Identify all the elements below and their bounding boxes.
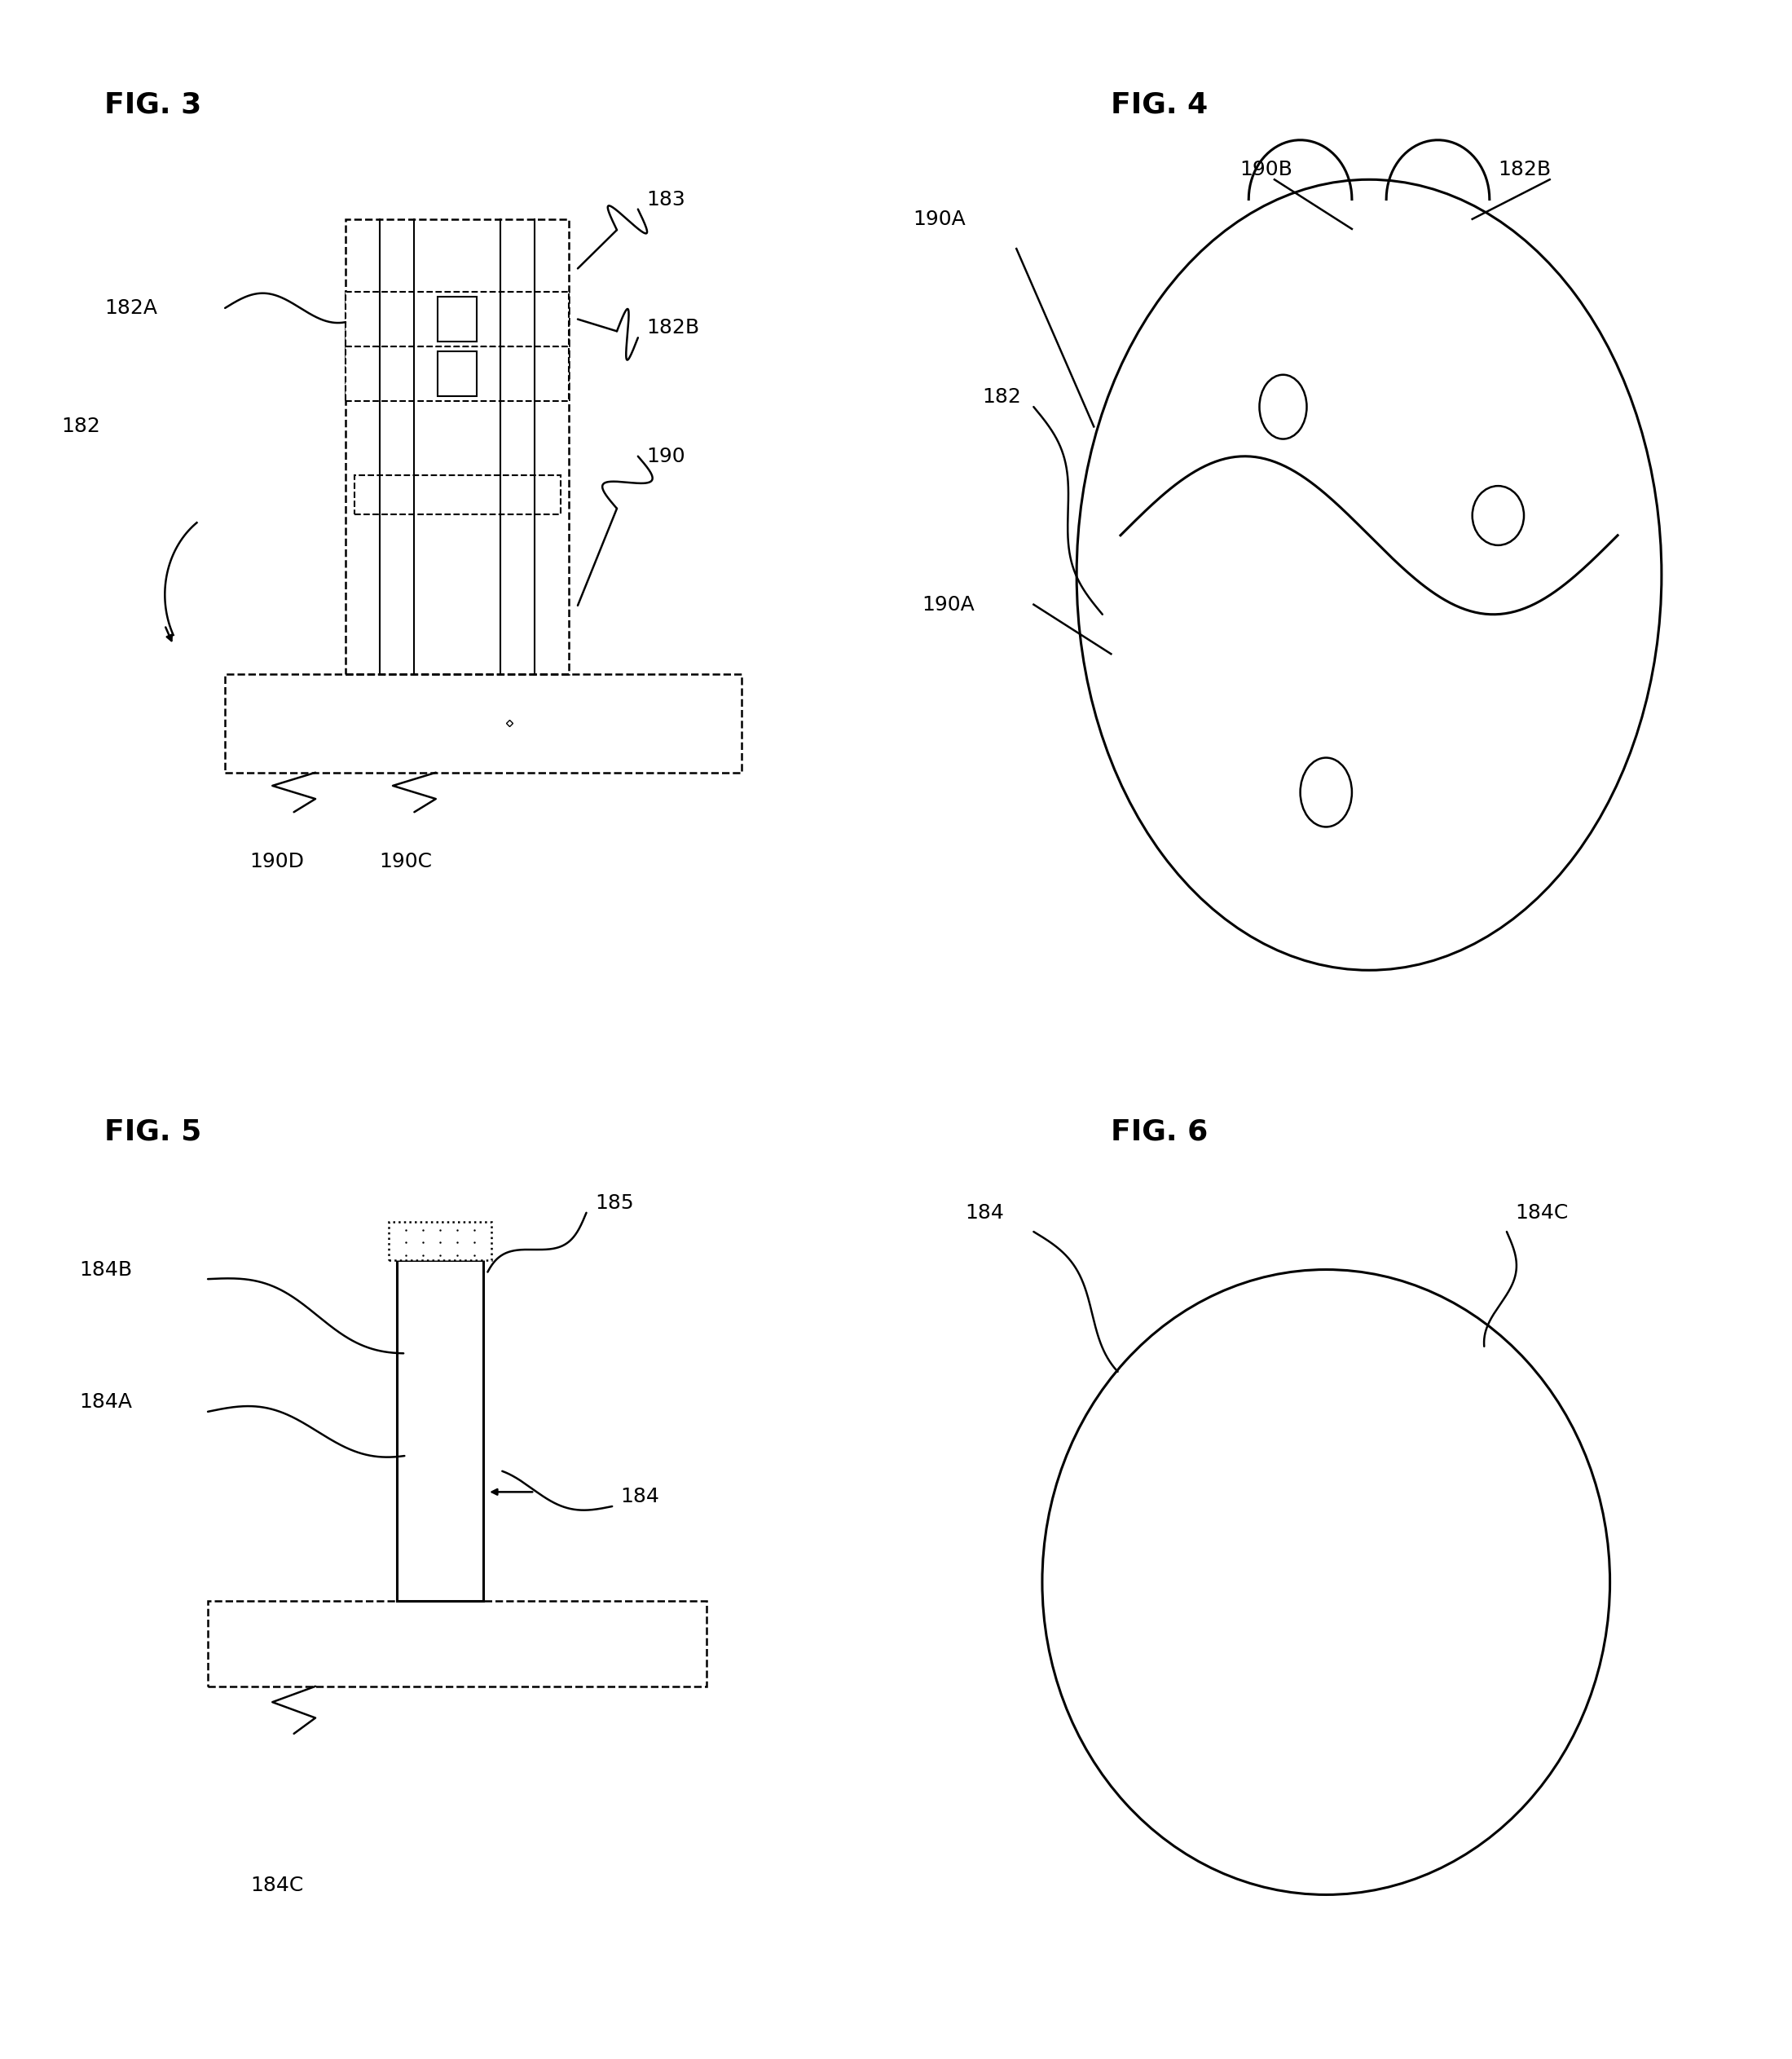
Text: 182B: 182B	[1498, 161, 1552, 179]
Text: 190: 190	[647, 447, 685, 465]
Text: 184A: 184A	[79, 1392, 133, 1412]
Text: 183: 183	[647, 189, 686, 210]
Text: 182: 182	[61, 416, 100, 437]
Text: 182A: 182A	[104, 299, 158, 317]
Text: FIG. 4: FIG. 4	[1111, 91, 1208, 117]
Text: 182B: 182B	[647, 317, 699, 338]
Bar	[346, 292, 570, 346]
Bar	[346, 346, 570, 402]
Text: 182: 182	[982, 387, 1021, 408]
Text: 190A: 190A	[914, 210, 966, 229]
Bar	[226, 673, 742, 772]
Text: 190A: 190A	[921, 595, 975, 614]
Text: FIG. 5: FIG. 5	[104, 1118, 202, 1145]
Text: 184C: 184C	[251, 1876, 303, 1894]
Text: 190C: 190C	[380, 852, 432, 871]
Text: 184B: 184B	[79, 1260, 133, 1279]
Text: 190B: 190B	[1240, 161, 1294, 179]
Text: 190D: 190D	[249, 852, 305, 871]
Text: FIG. 6: FIG. 6	[1111, 1118, 1208, 1145]
Bar	[437, 296, 477, 342]
Bar	[437, 352, 477, 395]
Text: 184: 184	[620, 1487, 659, 1507]
Bar	[208, 1602, 706, 1686]
Bar	[389, 1223, 491, 1260]
Text: FIG. 3: FIG. 3	[104, 91, 202, 117]
Text: 184: 184	[964, 1202, 1004, 1223]
Bar	[398, 1260, 484, 1602]
Bar	[355, 476, 561, 515]
Text: 185: 185	[595, 1194, 634, 1213]
Text: 184C: 184C	[1516, 1202, 1568, 1223]
Bar	[346, 218, 570, 673]
